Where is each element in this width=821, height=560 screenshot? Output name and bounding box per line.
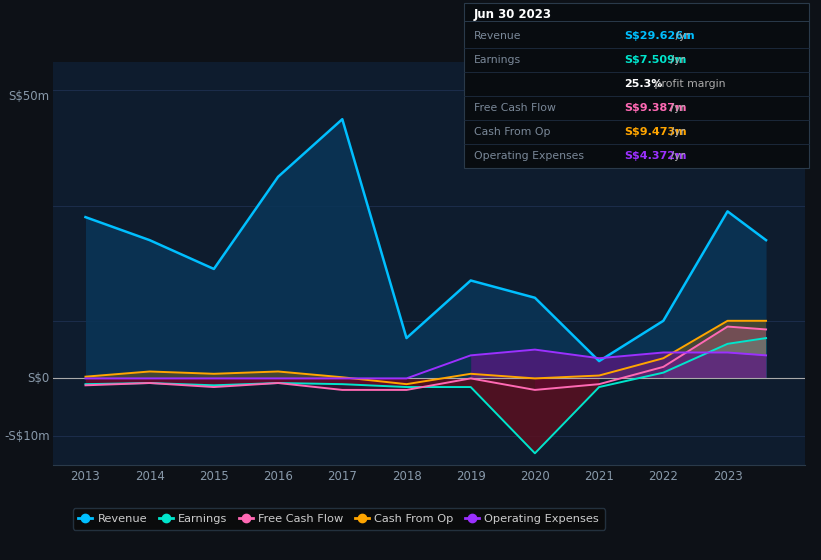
Text: S$7.509m: S$7.509m — [624, 55, 686, 64]
Text: /yr: /yr — [667, 127, 685, 137]
Text: S$50m: S$50m — [8, 90, 49, 104]
Text: /yr: /yr — [667, 103, 685, 113]
Text: /yr: /yr — [667, 55, 685, 64]
Text: -S$10m: -S$10m — [4, 430, 49, 442]
Text: Cash From Op: Cash From Op — [474, 127, 550, 137]
Text: Earnings: Earnings — [474, 55, 521, 64]
Text: S$0: S$0 — [27, 372, 49, 385]
Text: S$9.387m: S$9.387m — [624, 103, 686, 113]
Text: S$9.473m: S$9.473m — [624, 127, 686, 137]
Text: S$4.372m: S$4.372m — [624, 151, 686, 161]
Text: Jun 30 2023: Jun 30 2023 — [474, 8, 552, 21]
Text: Operating Expenses: Operating Expenses — [474, 151, 584, 161]
Text: /yr: /yr — [672, 31, 690, 40]
Legend: Revenue, Earnings, Free Cash Flow, Cash From Op, Operating Expenses: Revenue, Earnings, Free Cash Flow, Cash … — [73, 508, 605, 530]
Text: /yr: /yr — [667, 151, 685, 161]
Text: Free Cash Flow: Free Cash Flow — [474, 103, 556, 113]
Text: profit margin: profit margin — [650, 79, 725, 88]
Text: 25.3%: 25.3% — [624, 79, 663, 88]
Text: Revenue: Revenue — [474, 31, 521, 40]
Text: S$29.626m: S$29.626m — [624, 31, 695, 40]
